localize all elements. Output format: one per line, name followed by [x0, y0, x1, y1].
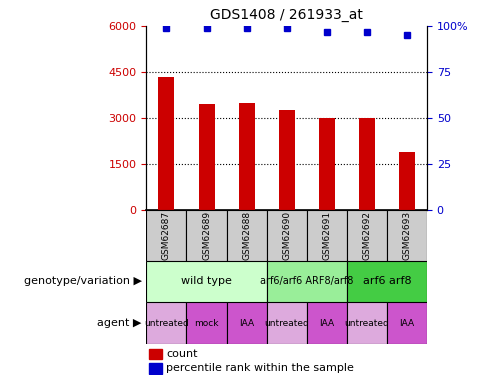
Text: IAA: IAA: [239, 319, 254, 328]
Bar: [359, 118, 375, 210]
Bar: [347, 302, 387, 344]
Bar: [307, 302, 347, 344]
Text: arf6/arf6 ARF8/arf8: arf6/arf6 ARF8/arf8: [260, 276, 353, 286]
Text: GSM62687: GSM62687: [162, 211, 171, 260]
Text: GSM62691: GSM62691: [322, 211, 331, 260]
Bar: [266, 261, 347, 302]
Bar: [279, 111, 295, 210]
Text: untreated: untreated: [345, 319, 389, 328]
Bar: [399, 152, 415, 210]
Text: GSM62690: GSM62690: [282, 211, 291, 260]
Bar: [347, 210, 387, 261]
Text: agent ▶: agent ▶: [97, 318, 142, 328]
Bar: [307, 210, 347, 261]
Text: genotype/variation ▶: genotype/variation ▶: [23, 276, 142, 286]
Bar: [226, 302, 266, 344]
Bar: [146, 210, 186, 261]
Text: untreated: untreated: [264, 319, 309, 328]
Bar: [239, 103, 255, 210]
Title: GDS1408 / 261933_at: GDS1408 / 261933_at: [210, 9, 363, 22]
Bar: [347, 261, 427, 302]
Text: IAA: IAA: [319, 319, 334, 328]
Bar: [146, 302, 186, 344]
Bar: [186, 302, 226, 344]
Bar: [266, 302, 307, 344]
Bar: [159, 77, 175, 210]
Bar: [199, 104, 215, 210]
Text: count: count: [166, 349, 198, 359]
Bar: [149, 363, 162, 374]
Bar: [146, 261, 266, 302]
Text: GSM62693: GSM62693: [403, 211, 411, 260]
Bar: [266, 210, 307, 261]
Text: percentile rank within the sample: percentile rank within the sample: [166, 363, 354, 374]
Bar: [387, 302, 427, 344]
Text: untreated: untreated: [144, 319, 189, 328]
Bar: [319, 118, 335, 210]
Text: IAA: IAA: [399, 319, 414, 328]
Bar: [149, 349, 162, 359]
Text: wild type: wild type: [181, 276, 232, 286]
Text: mock: mock: [194, 319, 219, 328]
Bar: [226, 210, 266, 261]
Text: GSM62688: GSM62688: [242, 211, 251, 260]
Text: arf6 arf8: arf6 arf8: [363, 276, 411, 286]
Bar: [186, 210, 226, 261]
Text: GSM62689: GSM62689: [202, 211, 211, 260]
Bar: [387, 210, 427, 261]
Text: GSM62692: GSM62692: [363, 211, 371, 260]
